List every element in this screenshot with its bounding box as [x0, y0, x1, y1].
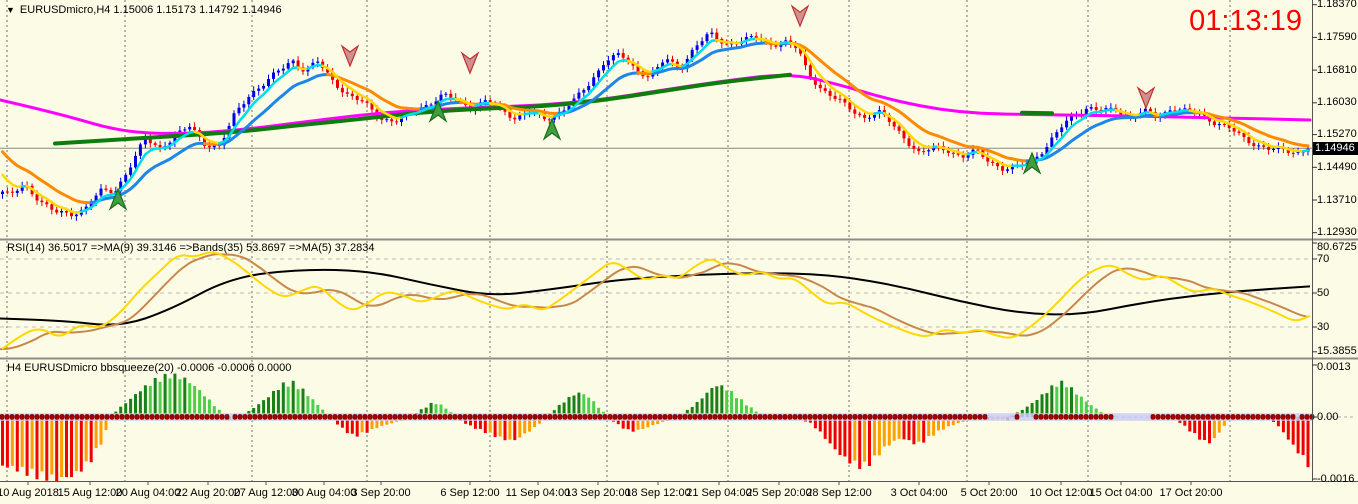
- time-tick-label: 6 Sep 12:00: [440, 487, 500, 499]
- time-tick-label: 22 Aug 20:00: [175, 487, 241, 499]
- price-tick-label: 1.12930: [1317, 226, 1357, 239]
- time-tick-label: 10 Aug 2018: [0, 487, 59, 499]
- time-tick-label: 3 Sep 20:00: [351, 487, 411, 499]
- rsi-tick-label: 15.3855: [1317, 345, 1357, 358]
- time-tick-label: 10 Oct 12:00: [1029, 487, 1093, 499]
- price-tick-label: 1.14490: [1317, 160, 1357, 173]
- time-tick-label: 13 Sep 20:00: [565, 487, 631, 499]
- time-tick-label: 5 Oct 20:00: [960, 487, 1018, 499]
- time-tick-label: 27 Aug 12:00: [233, 487, 299, 499]
- rsi-tick-label: 70: [1317, 252, 1330, 265]
- chart-title-text: EURUSDmicro,H4 1.15006 1.15173 1.14792 1…: [19, 4, 282, 16]
- price-tick-label: 1.16030: [1317, 96, 1357, 109]
- price-tick-label: 1.15270: [1317, 128, 1357, 141]
- price-tick-label: 1.18370: [1317, 0, 1357, 11]
- current-price-tag: 1.14946: [1313, 141, 1358, 155]
- price-tick-label: 1.16810: [1317, 63, 1357, 76]
- symbol-marker-icon: ▼: [6, 5, 15, 15]
- rsi-tick-label: 30: [1317, 320, 1330, 333]
- time-tick-label: 17 Oct 20:00: [1159, 487, 1223, 499]
- time-tick-label: 11 Sep 04:00: [505, 487, 571, 499]
- squeeze-tick-label: 0.00: [1317, 410, 1339, 423]
- time-tick-label: 18 Sep 12:00: [625, 487, 691, 499]
- squeeze-tick-label: 0.0013: [1317, 361, 1351, 373]
- rsi-tick-label: 80.6725: [1317, 241, 1357, 253]
- time-tick-label: 3 Oct 04:00: [890, 487, 948, 499]
- time-tick-label: 30 Aug 04:00: [291, 487, 357, 499]
- time-tick-label: 21 Sep 04:00: [686, 487, 752, 499]
- price-tick-label: 1.17590: [1317, 30, 1357, 43]
- time-tick-label: 28 Sep 12:00: [806, 487, 872, 499]
- rsi-indicator-label: RSI(14) 36.5017 =>MA(9) 39.3146 =>Bands(…: [7, 242, 375, 254]
- time-tick-label: 20 Aug 04:00: [115, 487, 181, 499]
- price-tick-label: 1.13710: [1317, 193, 1357, 206]
- time-tick-label: 15 Aug 12:00: [57, 487, 123, 499]
- countdown-timer: 01:13:19: [1189, 5, 1302, 37]
- squeeze-indicator-label: H4 EURUSDmicro bbsqueeze(20) -0.0006 -0.…: [7, 362, 292, 374]
- squeeze-tick-label: -0.0016: [1317, 473, 1355, 485]
- time-tick-label: 15 Oct 04:00: [1089, 487, 1153, 499]
- time-tick-label: 25 Sep 20:00: [746, 487, 812, 499]
- chart-title: ▼ EURUSDmicro,H4 1.15006 1.15173 1.14792 …: [6, 4, 282, 17]
- rsi-tick-label: 50: [1317, 286, 1330, 299]
